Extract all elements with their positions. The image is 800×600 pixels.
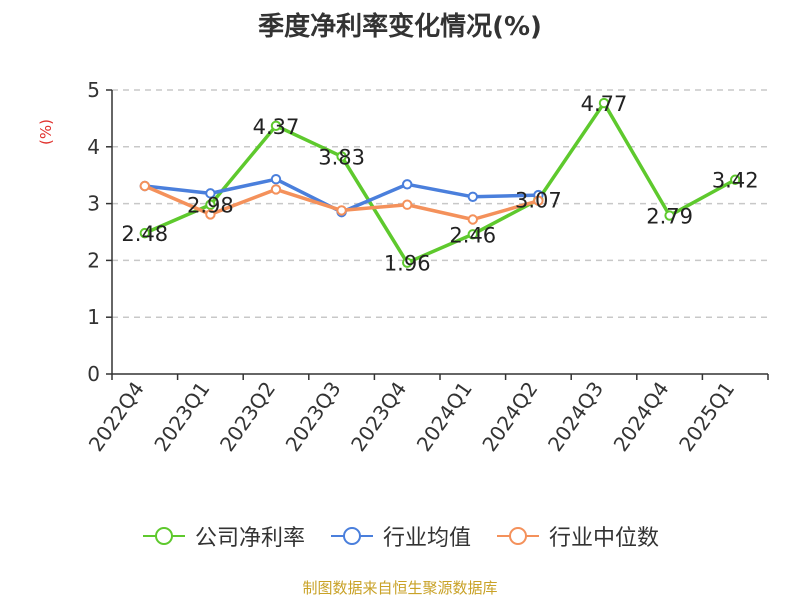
data-label: 3.83 [318, 145, 365, 169]
x-tick-label: 2023Q2 [215, 377, 280, 456]
series-point-1 [205, 188, 216, 199]
legend-label-industry-avg: 行业均值 [382, 526, 471, 551]
y-tick-label: 0 [87, 362, 100, 386]
series-point-2 [533, 195, 544, 206]
legend-item-industry-median[interactable]: 行业中位数 [495, 520, 659, 552]
x-tick-label: 2024Q1 [412, 377, 477, 456]
legend-item-company[interactable]: 公司净利率 [141, 520, 305, 552]
series-point-1 [270, 173, 282, 185]
series-point-0 [336, 151, 347, 162]
data-label: 3.07 [515, 189, 562, 213]
y-tick-label: 1 [87, 305, 100, 329]
legend-marker-industry-median [497, 527, 539, 545]
series-point-2 [139, 180, 151, 192]
series-point-2 [205, 209, 216, 220]
legend-label-company: 公司净利率 [194, 526, 305, 551]
x-tick-label: 2025Q1 [674, 377, 739, 456]
data-label: 2.98 [187, 194, 234, 218]
series-point-0 [598, 97, 610, 109]
data-label: 4.77 [581, 92, 628, 116]
series-point-2 [402, 199, 413, 210]
data-label: 2.46 [449, 223, 496, 247]
data-label: 3.42 [712, 169, 759, 193]
series-point-1 [402, 179, 413, 190]
data-label: 1.96 [384, 252, 431, 276]
series-point-0 [730, 174, 741, 185]
series-point-2 [336, 205, 347, 216]
x-tick-label: 2024Q2 [477, 377, 542, 456]
series-point-0 [467, 229, 478, 240]
x-tick-label: 2024Q3 [543, 377, 608, 456]
x-tick-label: 2023Q4 [346, 377, 411, 456]
legend-item-industry-avg[interactable]: 行业均值 [329, 520, 471, 552]
legend-marker-company [142, 527, 185, 545]
data-label: 2.79 [646, 205, 693, 229]
series-point-0 [205, 199, 216, 210]
series-point-2 [270, 184, 282, 195]
legend-marker-industry-avg [330, 527, 373, 545]
data-label: 4.37 [253, 115, 300, 139]
series-point-0 [402, 257, 413, 268]
series-point-1 [467, 191, 478, 202]
x-tick-label: 2023Q1 [149, 377, 214, 456]
series-point-0 [270, 120, 282, 131]
data-source: 制图数据来自恒生聚源数据库 [302, 579, 498, 597]
legend: 公司净利率 行业均值 行业中位数 [0, 520, 800, 552]
x-tick-label: 2024Q4 [609, 377, 674, 456]
y-tick-label: 2 [87, 248, 100, 272]
y-tick-label: 5 [87, 78, 100, 102]
y-tick-label: 4 [87, 135, 100, 159]
chart-title: 季度净利率变化情况(%) [258, 12, 542, 42]
x-tick-label: 2023Q3 [281, 377, 346, 456]
legend-label-industry-median: 行业中位数 [549, 526, 660, 551]
series-point-2 [467, 214, 478, 225]
data-label: 2.48 [121, 222, 168, 246]
series-line-0 [144, 101, 737, 265]
series-point-0 [139, 227, 151, 239]
x-tick-label: 2022Q4 [84, 377, 149, 456]
series-point-0 [664, 210, 675, 221]
y-tick-label: 3 [87, 192, 100, 216]
